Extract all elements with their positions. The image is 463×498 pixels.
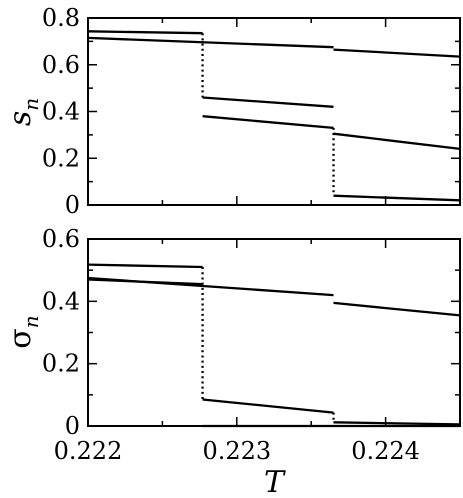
series-1-line (333, 421, 461, 426)
y-tick-label: 0 (65, 412, 80, 440)
panel-s: 0 0.2 0.4 0.6 0.8 sn (3, 4, 461, 219)
marks-sigma (87, 263, 461, 428)
y-tick-label: 0.6 (42, 51, 80, 79)
series-1-line (202, 398, 334, 414)
series-2-line (333, 301, 461, 317)
y-tick-label: 0 (65, 191, 80, 219)
y-axis-label-s: sn (3, 98, 43, 126)
y-tick-label: 0.4 (42, 287, 80, 315)
y-tick-label: 0.8 (42, 4, 80, 32)
marks-s (87, 30, 461, 202)
y-axis-label-sigma: σn (3, 315, 43, 348)
series-1-line (202, 96, 334, 108)
x-tick-label: 0.222 (54, 437, 123, 465)
series-3-line (202, 115, 334, 130)
x-tick-label: 0.224 (351, 437, 420, 465)
y-tick-label: 0.2 (42, 144, 80, 172)
ticks-sigma (87, 238, 460, 427)
series-3-line (333, 132, 461, 151)
series-2-line (333, 48, 461, 58)
series-1-line (333, 194, 461, 202)
series-1-line (87, 263, 203, 269)
series-2-line (87, 36, 334, 49)
tick-labels-s: 0 0.2 0.4 0.6 0.8 (42, 4, 80, 219)
y-tick-label: 0.2 (42, 350, 80, 378)
ticks-s (87, 17, 460, 206)
x-axis-label: T (264, 465, 286, 498)
series-1-line (87, 30, 203, 35)
plot-frame-sigma (87, 238, 461, 427)
y-tick-label: 0.6 (42, 225, 80, 253)
series-3-line (87, 278, 203, 286)
tick-labels-sigma: 0 0.2 0.4 0.6 0.222 0.223 0.224 (42, 225, 420, 465)
panel-sigma: 0 0.2 0.4 0.6 0.222 0.223 0.224 σn T (3, 225, 461, 498)
x-tick-label: 0.223 (202, 437, 271, 465)
y-tick-label: 0.4 (42, 98, 80, 126)
